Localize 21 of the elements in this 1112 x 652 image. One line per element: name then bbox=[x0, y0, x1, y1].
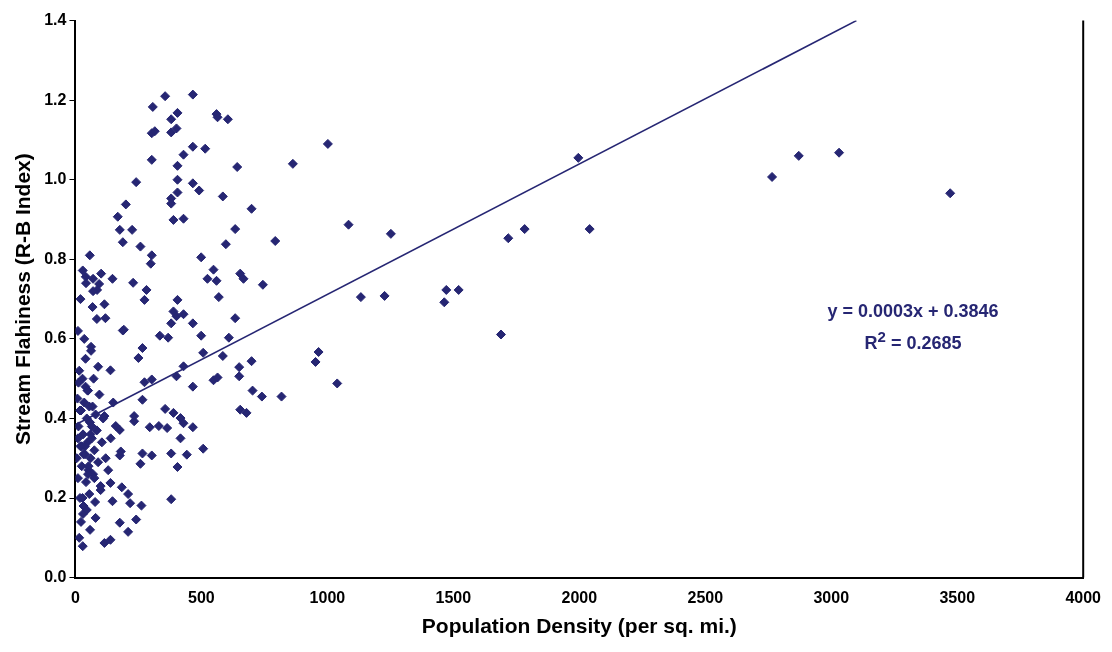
y-axis-title: Stream Flahiness (R-B Index) bbox=[11, 153, 35, 445]
x-tick-label: 2000 bbox=[561, 588, 598, 606]
y-tick-label: 0.2 bbox=[44, 488, 67, 506]
y-tick-label: 0.6 bbox=[44, 329, 67, 347]
x-tick-label: 4000 bbox=[1065, 588, 1102, 606]
x-tick-label: 3000 bbox=[813, 588, 850, 606]
y-tick-label: 0.0 bbox=[44, 568, 67, 586]
y-tick-label: 1.4 bbox=[44, 11, 67, 29]
x-tick-label: 2500 bbox=[687, 588, 724, 606]
x-tick-label: 0 bbox=[70, 588, 80, 606]
x-tick-label: 3500 bbox=[939, 588, 976, 606]
y-tick-label: 0.4 bbox=[44, 408, 67, 426]
y-tick-label: 0.8 bbox=[44, 249, 67, 267]
x-tick-label: 500 bbox=[188, 588, 215, 606]
x-axis-title: Population Density (per sq. mi.) bbox=[421, 614, 737, 638]
x-tick-label: 1500 bbox=[435, 588, 472, 606]
annotation: y = 0.0003x + 0.3846 bbox=[826, 300, 1000, 323]
y-tick-label: 1.2 bbox=[44, 90, 67, 108]
annotation: R$^{2}$ = 0.2685 bbox=[863, 327, 963, 355]
y-tick-label: 1.0 bbox=[44, 170, 67, 188]
x-tick-label: 1000 bbox=[309, 588, 346, 606]
